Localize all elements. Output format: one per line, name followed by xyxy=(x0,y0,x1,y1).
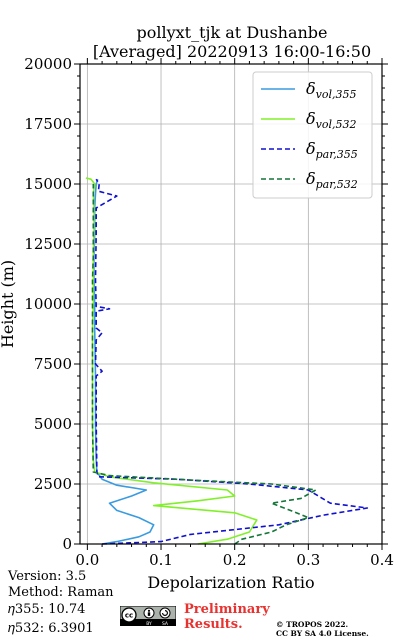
preliminary-results-text: Preliminary Results. xyxy=(184,602,270,632)
y-tick-label-1: 2500 xyxy=(34,475,72,493)
series-line-par-355 xyxy=(94,178,369,545)
cc-by-sa-badge: cc BY SA xyxy=(120,606,176,626)
cc-icon xyxy=(121,607,137,623)
eta532-text: 𝜂532: 6.3901 xyxy=(8,621,94,636)
chart-title: pollyxt_tjk at Dushanbe[Averaged] 202209… xyxy=(93,23,371,61)
series-line-vol-532 xyxy=(85,177,258,545)
copyright-line-2: CC BY SA 4.0 License. xyxy=(276,629,369,638)
y-tick-label-5: 12500 xyxy=(24,235,72,253)
chart-title-line-1: pollyxt_tjk at Dushanbe xyxy=(136,23,327,42)
version-text: Version: 3.5 xyxy=(8,569,87,584)
y-tick-label-8: 20000 xyxy=(24,55,72,73)
legend-label-1: δvol,532 xyxy=(306,109,357,131)
legend-label-0: δvol,355 xyxy=(306,79,357,101)
sa-icon xyxy=(159,607,171,619)
copyright-text: © TROPOS 2022. CC BY SA 4.0 License. xyxy=(276,620,369,638)
series-lines xyxy=(85,177,369,545)
method-text: Method: Raman xyxy=(8,585,114,600)
legend-label-2: δpar,355 xyxy=(306,139,358,161)
x-tick-label-1: 0.1 xyxy=(149,551,173,569)
legend: δvol,355 δvol,532 δpar,355 δpar,532 xyxy=(252,71,373,199)
preliminary-line-2: Results. xyxy=(184,617,243,632)
x-tick-label-3: 0.3 xyxy=(296,551,320,569)
legend-box xyxy=(252,71,373,199)
x-tick-label-2: 0.2 xyxy=(223,551,247,569)
axes: 0.0 0.1 0.2 0.3 0.4 0 2500 5000 7500 10000 12500 15… xyxy=(0,55,394,592)
legend-label-3: δpar,532 xyxy=(306,169,358,191)
y-tick-label-6: 15000 xyxy=(24,175,72,193)
x-tick-label-4: 0.4 xyxy=(370,551,394,569)
x-tick-label-0: 0.0 xyxy=(75,551,99,569)
svg-text:BY: BY xyxy=(146,621,152,626)
preliminary-line-1: Preliminary xyxy=(184,602,270,617)
copyright-line-1: © TROPOS 2022. xyxy=(276,620,349,629)
series-line-par-532 xyxy=(91,184,317,545)
y-tick-label-0: 0 xyxy=(62,535,72,553)
chart-title-line-2: [Averaged] 20220913 16:00-16:50 xyxy=(93,42,371,61)
y-tick-label-7: 17500 xyxy=(24,115,72,133)
y-axis-label: Height (m) xyxy=(0,260,17,348)
x-axis-label: Depolarization Ratio xyxy=(147,573,314,592)
svg-text:cc: cc xyxy=(125,612,133,620)
series-line-vol-355 xyxy=(93,178,155,545)
y-tick-label-2: 5000 xyxy=(34,415,72,433)
svg-text:SA: SA xyxy=(162,621,169,626)
y-tick-label-3: 7500 xyxy=(34,355,72,373)
y-tick-label-4: 10000 xyxy=(24,295,72,313)
eta355-text: 𝜂355: 10.74 xyxy=(8,602,86,617)
